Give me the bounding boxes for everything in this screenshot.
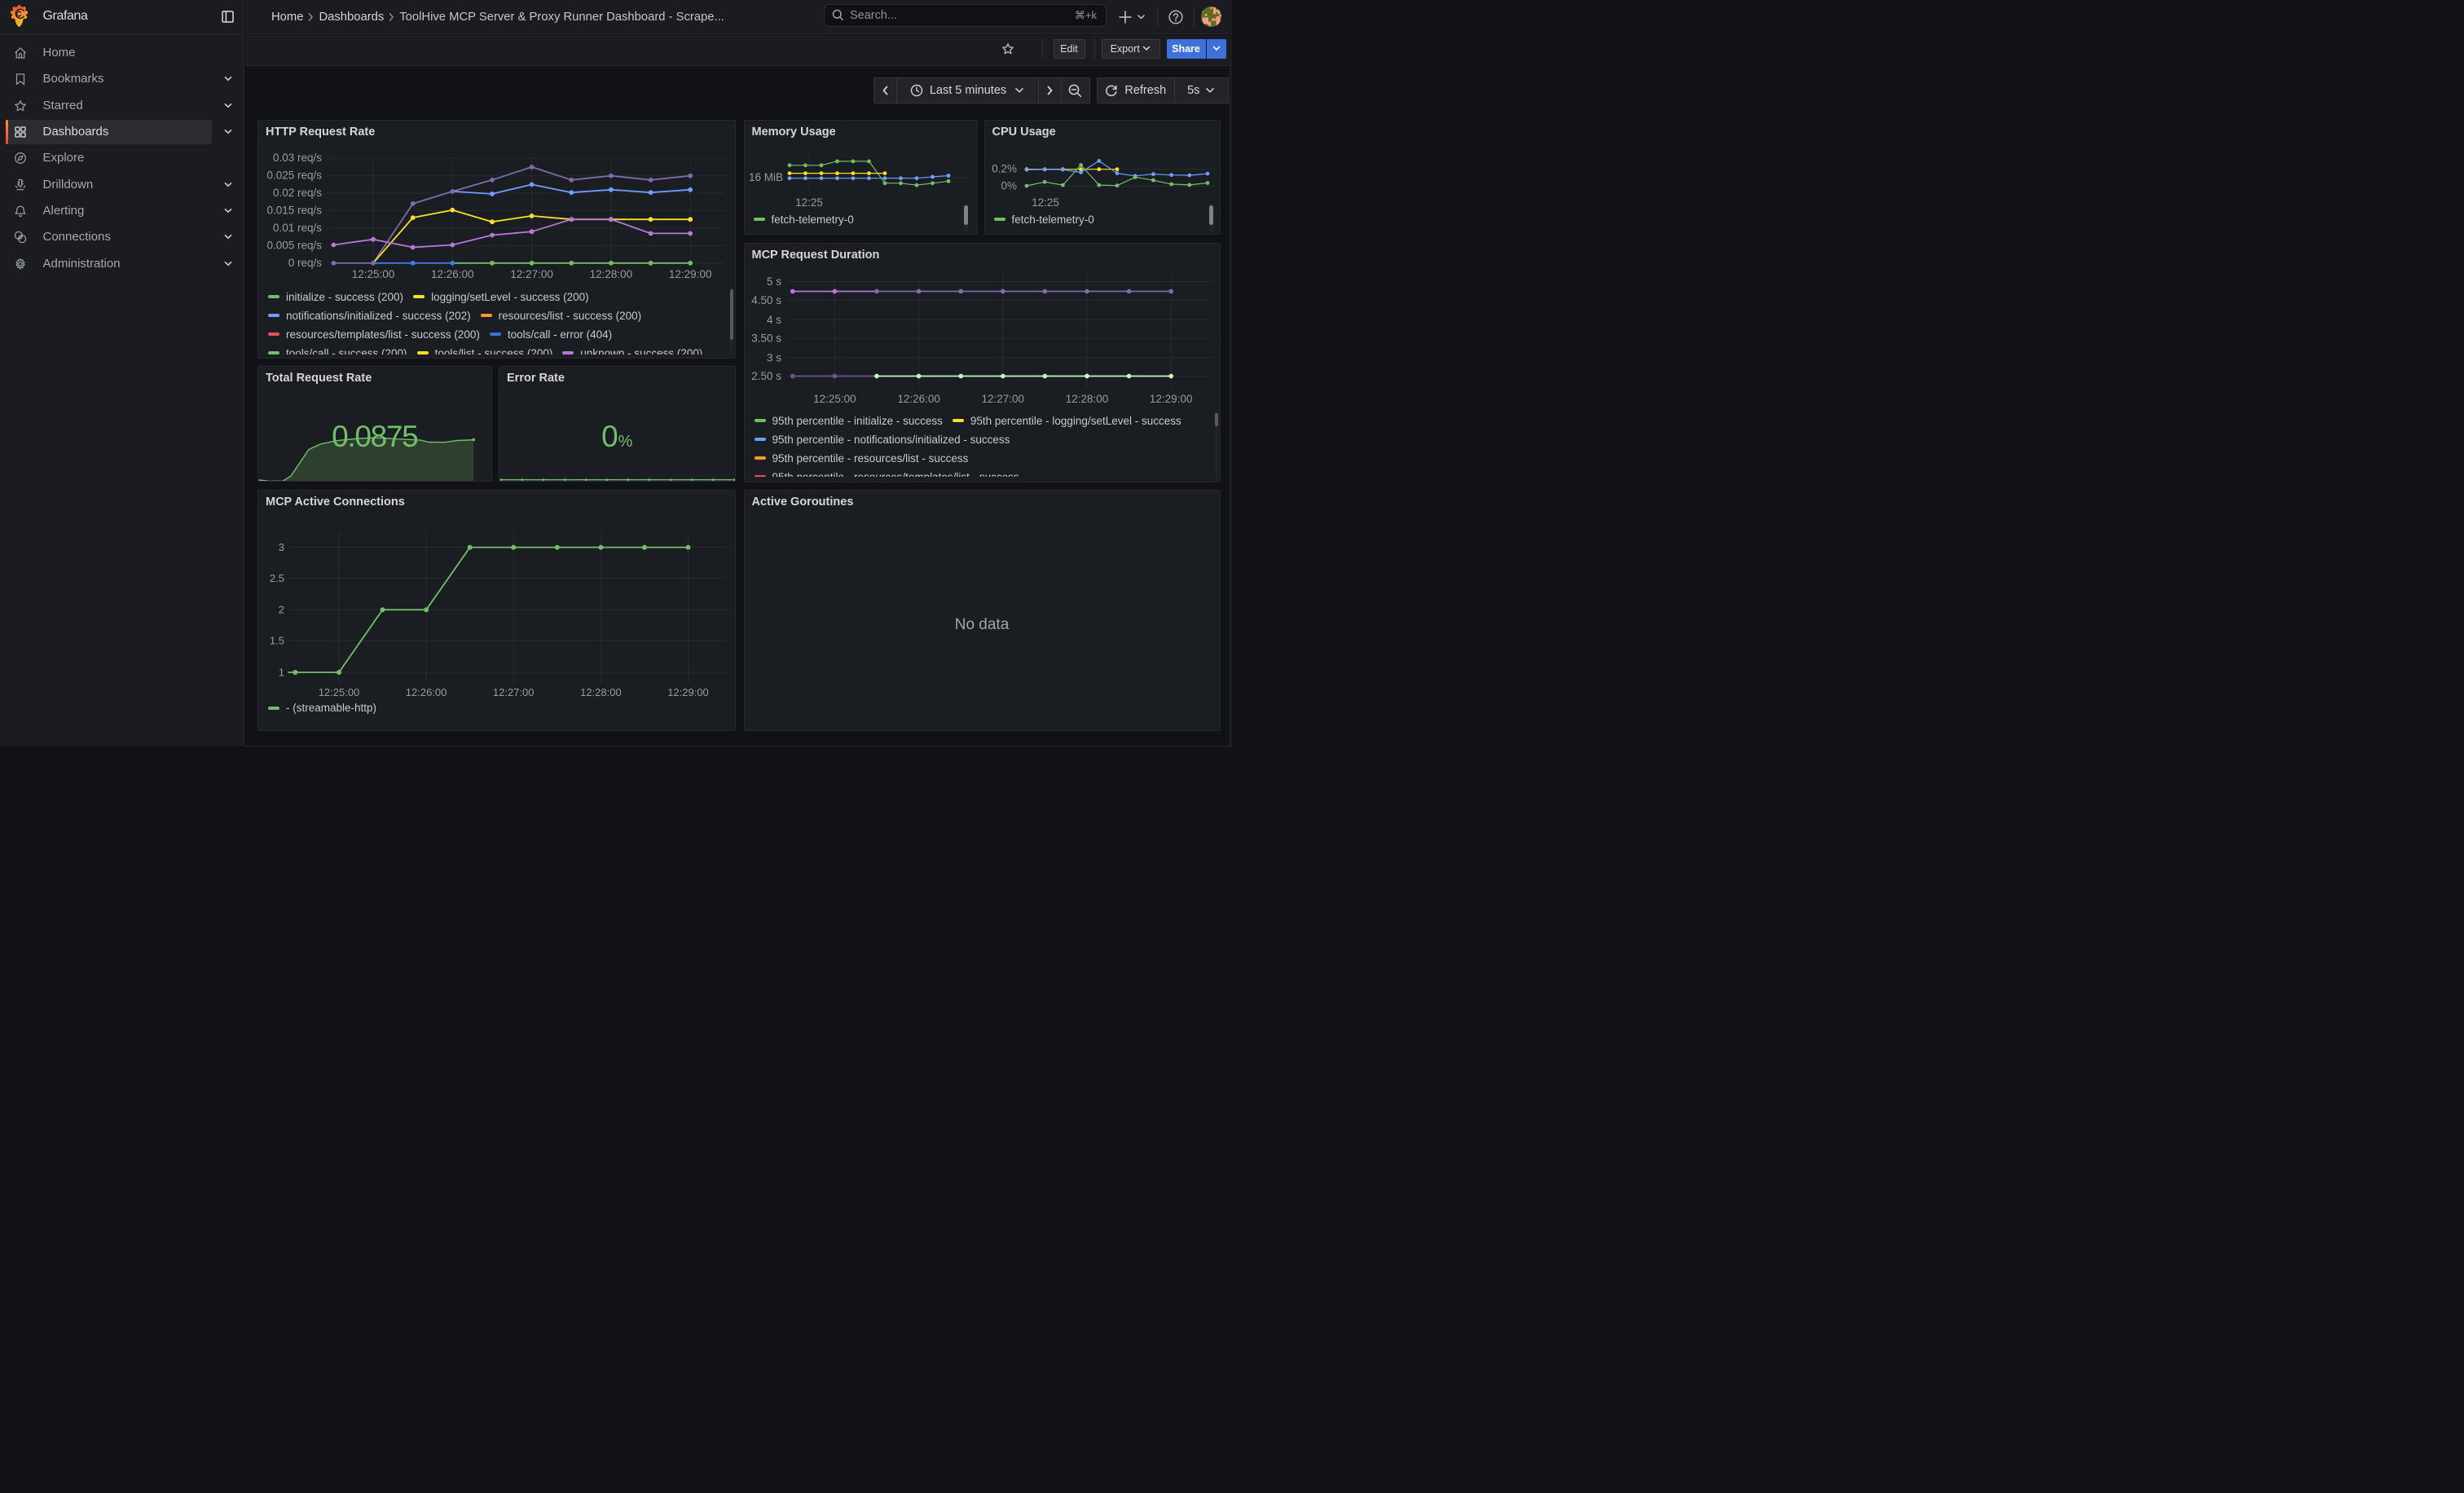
svg-text:12:25:00: 12:25:00 [319, 686, 360, 698]
svg-text:12:28:00: 12:28:00 [580, 686, 622, 698]
svg-text:12:25: 12:25 [1032, 196, 1059, 209]
svg-text:12:27:00: 12:27:00 [493, 686, 535, 698]
svg-text:4.50 s: 4.50 s [751, 294, 781, 306]
svg-text:12:28:00: 12:28:00 [590, 268, 633, 280]
svg-text:2: 2 [279, 604, 284, 616]
svg-text:12:25:00: 12:25:00 [813, 393, 856, 405]
svg-text:2.50 s: 2.50 s [751, 370, 781, 382]
svg-text:2.5: 2.5 [270, 572, 284, 584]
svg-text:0.2%: 0.2% [992, 162, 1017, 174]
svg-text:12:29:00: 12:29:00 [667, 686, 709, 698]
svg-text:0.02 req/s: 0.02 req/s [273, 187, 322, 199]
svg-text:16 MiB: 16 MiB [748, 171, 782, 183]
svg-text:0.015 req/s: 0.015 req/s [266, 204, 322, 216]
svg-text:12:26:00: 12:26:00 [431, 268, 474, 280]
svg-text:12:29:00: 12:29:00 [1149, 393, 1192, 405]
svg-text:0.03 req/s: 0.03 req/s [273, 152, 322, 164]
svg-text:5 s: 5 s [766, 275, 781, 288]
svg-text:3 s: 3 s [766, 351, 781, 363]
svg-text:12:29:00: 12:29:00 [669, 268, 712, 280]
svg-text:12:25:00: 12:25:00 [352, 268, 395, 280]
svg-text:0.005 req/s: 0.005 req/s [266, 239, 322, 251]
svg-text:0.01 req/s: 0.01 req/s [273, 221, 322, 233]
svg-text:12:27:00: 12:27:00 [981, 393, 1024, 405]
svg-text:3.50 s: 3.50 s [751, 332, 781, 344]
svg-text:1: 1 [279, 667, 284, 679]
svg-text:12:25: 12:25 [795, 196, 823, 209]
svg-text:12:27:00: 12:27:00 [510, 268, 553, 280]
svg-text:0 req/s: 0 req/s [288, 256, 323, 268]
svg-text:12:26:00: 12:26:00 [897, 393, 940, 405]
svg-text:12:26:00: 12:26:00 [406, 686, 447, 698]
svg-text:3: 3 [279, 541, 284, 553]
svg-text:1.5: 1.5 [270, 635, 284, 647]
svg-text:0.025 req/s: 0.025 req/s [266, 169, 322, 181]
svg-text:0%: 0% [1001, 179, 1017, 192]
svg-text:4 s: 4 s [766, 313, 781, 325]
svg-text:12:28:00: 12:28:00 [1065, 393, 1108, 405]
